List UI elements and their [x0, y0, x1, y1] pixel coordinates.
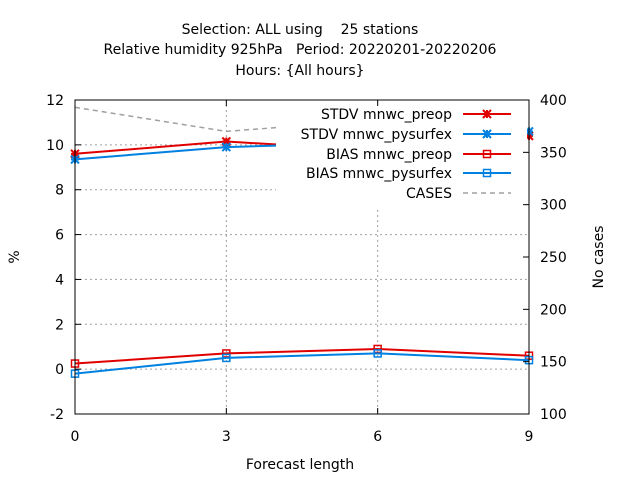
legend-marker-stroke: [482, 129, 492, 139]
y-tick-label: 2: [55, 317, 64, 333]
series-line: [74, 352, 530, 375]
legend-label: STDV mnwc_pysurfex: [301, 127, 452, 143]
y2-tick-label: 100: [540, 407, 567, 423]
y2-axis-label: No cases: [591, 226, 607, 289]
x-tick-label: 9: [525, 429, 534, 445]
y2-tick-label: 150: [540, 355, 567, 371]
chart-title-line-1: Selection: ALL using 25 stations: [182, 22, 419, 38]
y2-tick-label: 350: [540, 145, 567, 161]
y-tick-label: 4: [55, 272, 64, 288]
legend-label: CASES: [406, 186, 452, 202]
y-tick-label: 10: [46, 138, 64, 154]
legend-marker: [482, 109, 492, 119]
y-tick-label: -2: [50, 407, 64, 423]
data-point: [373, 349, 382, 358]
x-tick-label: 0: [71, 429, 80, 445]
y2-tick-label: 400: [540, 93, 567, 109]
chart-title-line-3: Hours: {All hours}: [235, 63, 364, 79]
data-point: [222, 353, 231, 363]
legend-label: BIAS mnwc_pysurfex: [306, 166, 452, 182]
legend-background: [276, 103, 527, 208]
legend-label: BIAS mnwc_preop: [326, 147, 452, 163]
x-tick-label: 6: [373, 429, 382, 445]
y-tick-label: 0: [55, 362, 64, 378]
y-tick-label: 6: [55, 228, 64, 244]
data-point-stroke: [221, 142, 232, 152]
data-point: [221, 142, 232, 152]
x-tick-label: 3: [222, 429, 231, 445]
legend-marker: [482, 168, 492, 178]
y2-tick-label: 300: [540, 198, 567, 214]
y-tick-label: 8: [55, 183, 64, 199]
tick-marks: [74, 99, 530, 415]
y-axis-label: %: [7, 250, 23, 263]
legend-marker-stroke: [482, 109, 492, 119]
legend-marker: [482, 149, 492, 159]
series-line: [74, 347, 530, 365]
legend-marker: [482, 129, 492, 139]
legend-label: STDV mnwc_preop: [321, 107, 452, 123]
y-tick-label: 12: [46, 93, 64, 109]
chart-title-line-2: Relative humidity 925hPa Period: 2022020…: [104, 42, 497, 58]
x-axis-label: Forecast length: [246, 457, 354, 473]
y2-tick-label: 200: [540, 302, 567, 318]
y2-tick-label: 250: [540, 250, 567, 266]
legend: [276, 103, 527, 208]
